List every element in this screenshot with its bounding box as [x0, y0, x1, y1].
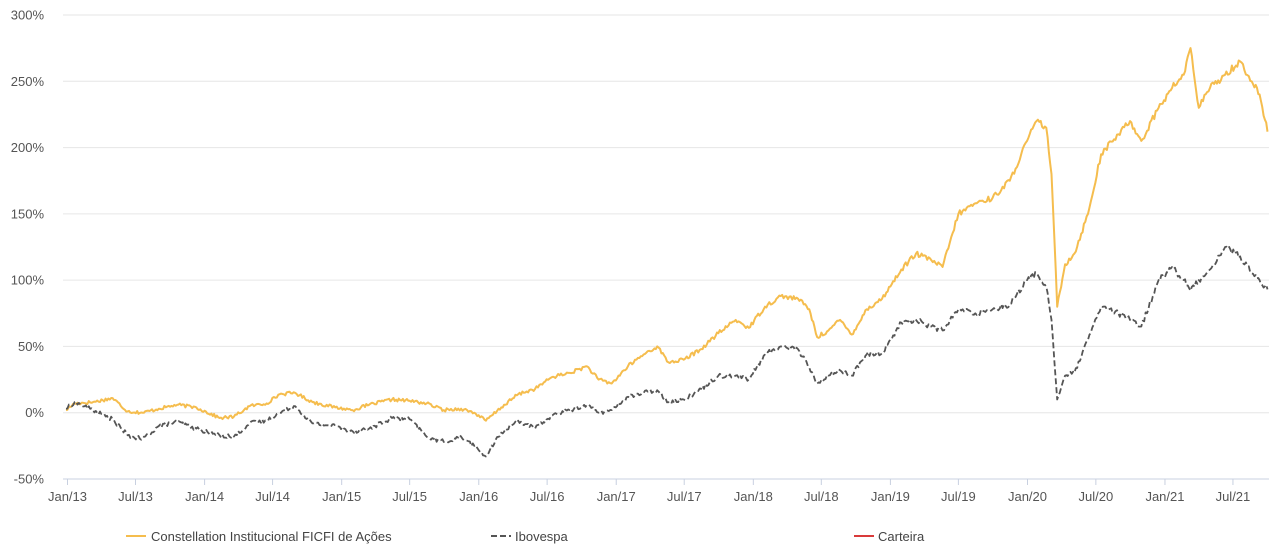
y-tick-label: 0%	[25, 405, 44, 420]
x-tick-label: Jul/18	[804, 489, 839, 504]
x-tick-label: Jan/14	[185, 489, 224, 504]
legend-label-constellation: Constellation Institucional FICFI de Açõ…	[151, 529, 392, 544]
legend-item-constellation[interactable]: Constellation Institucional FICFI de Açõ…	[126, 529, 392, 544]
series-line-constellation	[65, 47, 1269, 422]
x-tick-label: Jan/19	[871, 489, 910, 504]
x-tick-label: Jul/20	[1079, 489, 1114, 504]
x-tick-label: Jul/17	[667, 489, 702, 504]
series-lines	[65, 47, 1269, 458]
grid-lines	[63, 14, 1269, 480]
legend-item-carteira[interactable]: Carteira	[854, 529, 925, 544]
x-tick-label: Jan/17	[597, 489, 636, 504]
x-tick-label: Jul/15	[392, 489, 427, 504]
y-tick-label: 200%	[11, 140, 45, 155]
x-axis-tick-labels: Jan/13 Jul/13 Jan/14 Jul/14 Jan/15 Jul/15 Jan/…	[48, 479, 1250, 504]
y-tick-label: 250%	[11, 74, 45, 89]
y-tick-label: 300%	[11, 8, 45, 23]
x-tick-label: Jan/21	[1145, 489, 1184, 504]
x-tick-label: Jul/19	[941, 489, 976, 504]
x-tick-label: Jul/16	[530, 489, 565, 504]
y-tick-label: 50%	[18, 339, 44, 354]
legend-label-ibovespa: Ibovespa	[515, 529, 569, 544]
y-tick-label: -50%	[14, 472, 45, 487]
legend-label-carteira: Carteira	[878, 529, 925, 544]
x-tick-label: Jan/13	[48, 489, 87, 504]
y-tick-label: 100%	[11, 273, 45, 288]
x-tick-label: Jan/18	[734, 489, 773, 504]
x-tick-label: Jan/16	[459, 489, 498, 504]
y-axis-tick-labels: 300% 250% 200% 150% 100% 50% 0% -50%	[11, 8, 45, 487]
x-tick-label: Jan/15	[322, 489, 361, 504]
y-tick-label: 150%	[11, 206, 45, 221]
x-tick-label: Jan/20	[1008, 489, 1047, 504]
chart-legend[interactable]: Constellation Institucional FICFI de Açõ…	[126, 529, 925, 544]
x-tick-label: Jul/13	[118, 489, 153, 504]
legend-item-ibovespa[interactable]: Ibovespa	[491, 529, 569, 544]
x-tick-label: Jul/14	[255, 489, 290, 504]
series-line-ibovespa	[65, 245, 1269, 458]
x-tick-label: Jul/21	[1216, 489, 1251, 504]
